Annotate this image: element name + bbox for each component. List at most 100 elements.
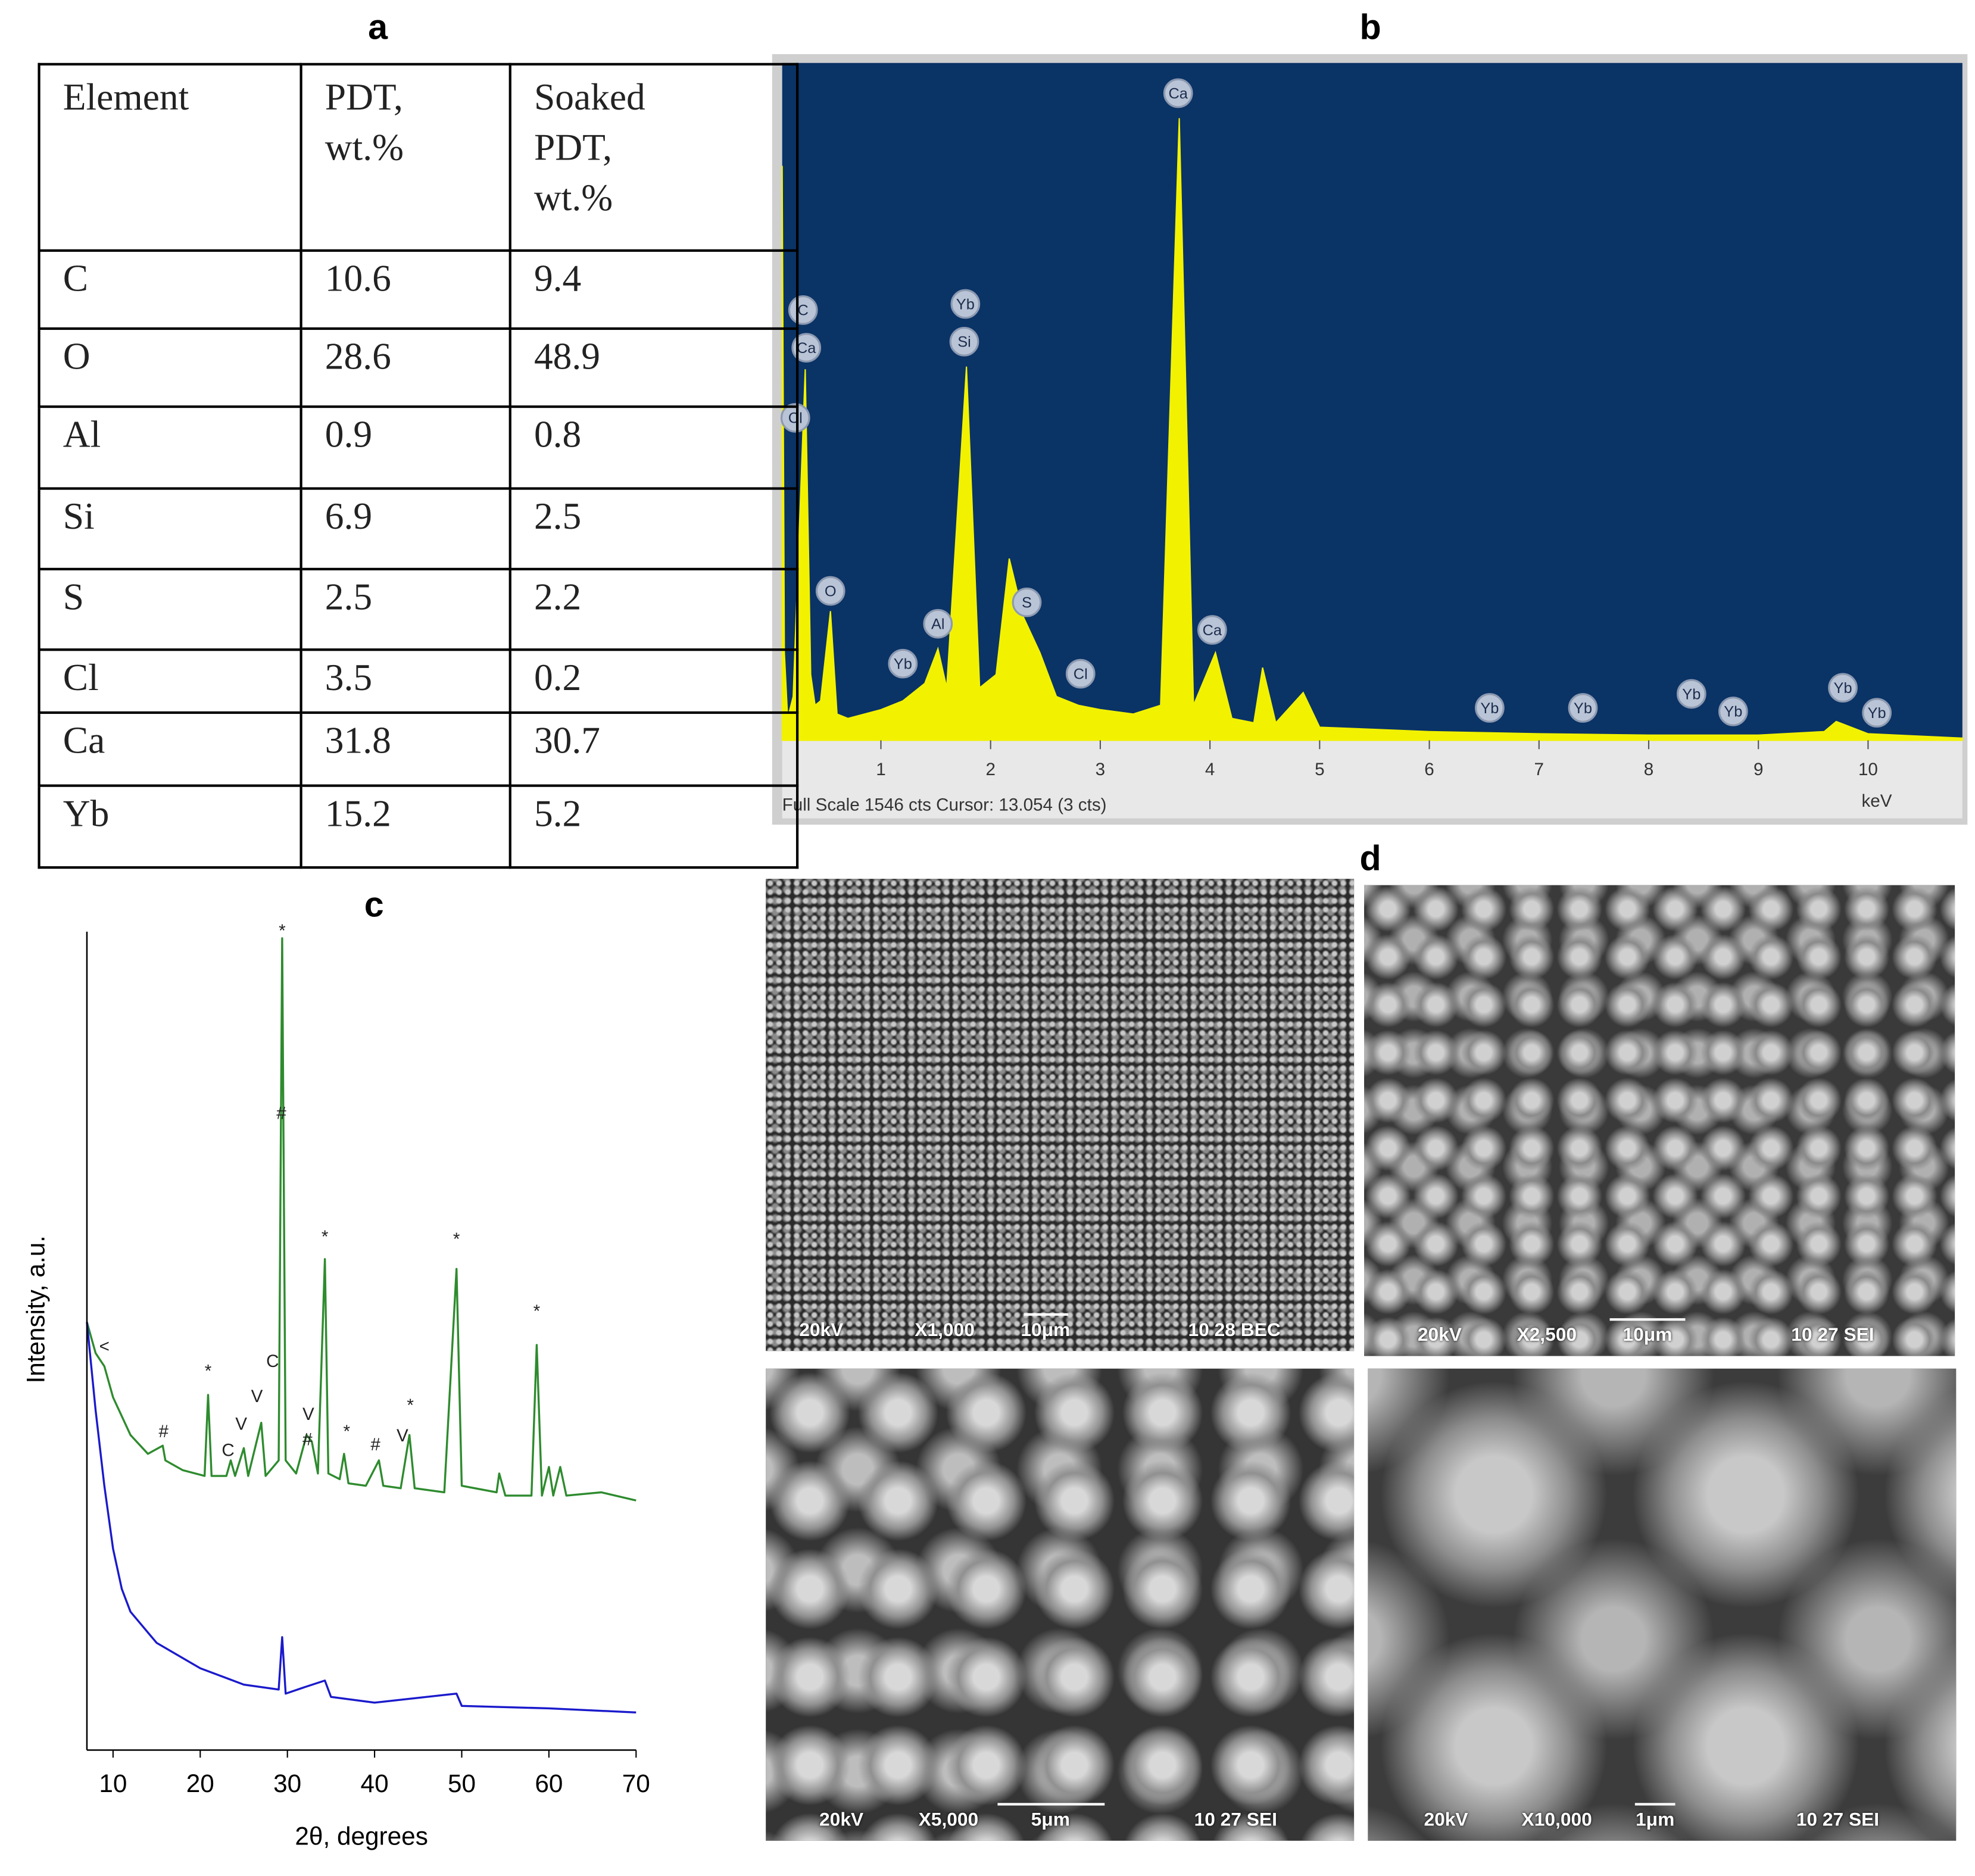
peak-label: Yb xyxy=(1682,686,1701,703)
x-tick-label: 30 xyxy=(273,1769,301,1797)
peak-symbol: # xyxy=(370,1435,380,1454)
table-cell: 48.9 xyxy=(508,327,799,408)
sem-image: 20kV X5,000 5μm 10 27 SEI xyxy=(766,1368,1355,1841)
header-text: PDT, wt.% xyxy=(325,77,404,169)
panel-label: c xyxy=(364,885,384,925)
peak-label: Ca xyxy=(797,340,816,357)
peak-symbol: V xyxy=(235,1415,247,1434)
peak-label: O xyxy=(825,583,837,600)
peak-symbol: C xyxy=(221,1441,234,1460)
sem-caption: X1,000 xyxy=(915,1319,975,1341)
x-tick-label: 50 xyxy=(448,1769,476,1797)
peak-marker xyxy=(1828,673,1858,703)
header-text: Element xyxy=(63,77,189,118)
sem-caption: 10 27 SEI xyxy=(1194,1809,1277,1831)
peak-symbol: * xyxy=(407,1396,414,1415)
table-cell: Ca xyxy=(38,711,302,787)
table-cell: Yb xyxy=(38,784,302,869)
peak-symbol: # xyxy=(302,1430,313,1450)
sem-caption: 10μm xyxy=(1623,1324,1673,1346)
header-cell: Soaked PDT, wt.% xyxy=(508,63,799,252)
sem-image: 20kV X1,000 10μm 10 28 BEC xyxy=(766,879,1355,1351)
x-tick-label: 10 xyxy=(1858,760,1878,779)
table-cell: S xyxy=(38,567,302,651)
x-tick-label: 40 xyxy=(361,1769,389,1797)
table-row: Cl 3.5 0.2 xyxy=(38,648,799,714)
sem-image: 20kV X2,500 10μm 10 27 SEI xyxy=(1364,885,1955,1356)
sem-caption: 10 27 SEI xyxy=(1791,1324,1874,1346)
scale-bar xyxy=(1609,1318,1686,1321)
peak-marker xyxy=(923,608,953,639)
table-cell: 0.9 xyxy=(299,405,511,490)
table-cell: Cl xyxy=(38,648,302,714)
peak-label: Ca xyxy=(1203,622,1222,639)
x-tick-label: 10 xyxy=(99,1769,127,1797)
sem-caption: 10 28 BEC xyxy=(1188,1319,1281,1341)
table-cell: O xyxy=(38,327,302,408)
peak-label: Ca xyxy=(1168,85,1188,102)
table-row: Al 0.9 0.8 xyxy=(38,405,799,490)
peak-symbol: V xyxy=(302,1404,314,1424)
table-cell: 30.7 xyxy=(508,711,799,787)
table-row: S 2.5 2.2 xyxy=(38,567,799,651)
table-cell: 0.8 xyxy=(508,405,799,490)
sem-image: 20kV X10,000 1μm 10 27 SEI xyxy=(1368,1368,1957,1841)
table-cell: Al xyxy=(38,405,302,490)
x-tick-label: 3 xyxy=(1096,760,1105,779)
table-cell: 10.6 xyxy=(299,249,511,330)
x-axis-label: keV xyxy=(1861,791,1892,811)
sem-caption: 20kV xyxy=(819,1809,864,1831)
table-cell: 2.5 xyxy=(299,567,511,651)
peak-marker xyxy=(1065,658,1096,689)
table-cell: 2.5 xyxy=(508,487,799,570)
peak-marker xyxy=(950,289,981,319)
table-cell: 2.2 xyxy=(508,567,799,651)
peak-symbol: V xyxy=(251,1387,263,1406)
x-tick-label: 60 xyxy=(535,1769,563,1797)
x-tick-label: 9 xyxy=(1754,760,1763,779)
peak-label: Cl xyxy=(1074,666,1088,682)
x-tick-label: 70 xyxy=(622,1769,650,1797)
peak-label: Yb xyxy=(1724,704,1742,720)
table-cell: 6.9 xyxy=(299,487,511,570)
header-row: Element PDT, wt.% Soaked PDT, wt.% xyxy=(38,63,799,252)
peak-label: Al xyxy=(931,616,945,633)
sem-caption: 20kV xyxy=(799,1319,844,1341)
x-tick-label: 20 xyxy=(186,1769,214,1797)
scale-bar xyxy=(997,1803,1104,1806)
table-cell: 28.6 xyxy=(299,327,511,408)
xrd-pattern xyxy=(86,937,637,1502)
peak-symbol: * xyxy=(343,1422,350,1441)
x-tick-label: 8 xyxy=(1644,760,1653,779)
peak-symbol: * xyxy=(453,1229,460,1249)
table-row: Yb 15.2 5.2 xyxy=(38,784,799,869)
peak-label: Yb xyxy=(894,656,912,673)
x-tick-label: 4 xyxy=(1205,760,1215,779)
table-cell: Si xyxy=(38,487,302,570)
peak-marker xyxy=(1197,615,1227,645)
header-text: Soaked PDT, wt.% xyxy=(533,77,645,219)
peak-symbol: # xyxy=(276,1103,286,1123)
sem-caption: 20kV xyxy=(1424,1809,1468,1831)
peak-marker xyxy=(888,648,918,679)
panel-label: a xyxy=(368,7,388,47)
composition-table: Element PDT, wt.% Soaked PDT, wt.% C 10.6 9.4… xyxy=(38,63,799,869)
table-row: C 10.6 9.4 xyxy=(38,249,799,330)
peak-label: Yb xyxy=(1834,680,1852,697)
peak-marker xyxy=(1862,698,1892,728)
header-cell: Element xyxy=(38,63,302,252)
table-cell: 9.4 xyxy=(508,249,799,330)
header-cell: PDT, wt.% xyxy=(299,63,511,252)
eds-footer xyxy=(782,740,1962,819)
x-tick-label: 2 xyxy=(985,760,995,779)
peak-label: Yb xyxy=(956,296,975,313)
table-row: Si 6.9 2.5 xyxy=(38,487,799,570)
peak-label: Si xyxy=(957,334,971,351)
table-row: Ca 31.8 30.7 xyxy=(38,711,799,787)
peak-symbol: V xyxy=(397,1426,408,1446)
peak-marker xyxy=(815,576,845,606)
sem-caption: 10μm xyxy=(1021,1319,1071,1341)
peak-label: C xyxy=(798,302,809,319)
panel-label: d xyxy=(1359,838,1381,878)
